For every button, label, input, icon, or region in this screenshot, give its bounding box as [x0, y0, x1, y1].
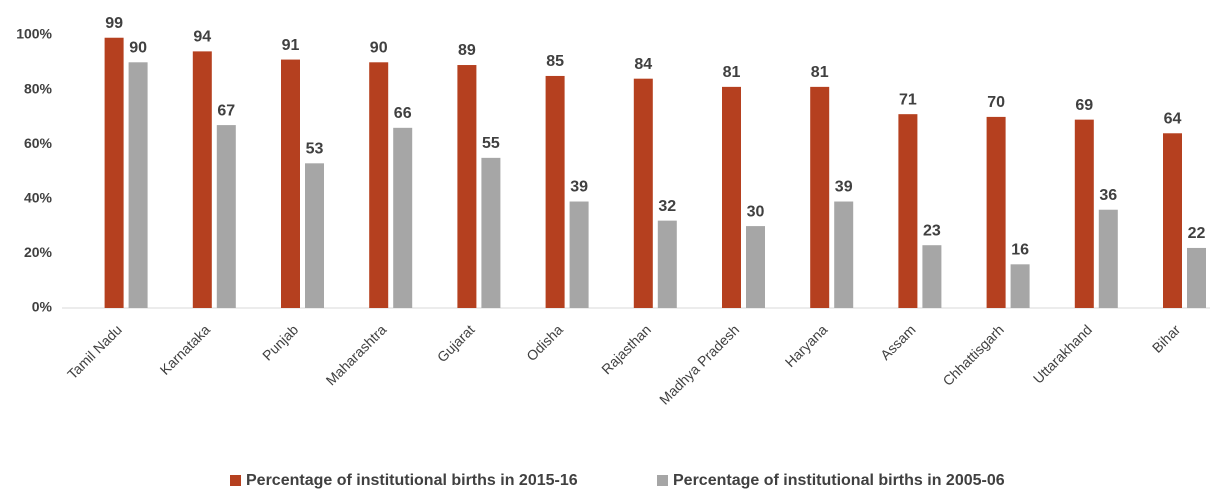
value-label: 39 [570, 179, 588, 196]
bar [128, 62, 148, 308]
y-tick-label: 40% [24, 190, 53, 206]
x-tick-label: Odisha [523, 321, 566, 364]
value-label: 99 [105, 15, 123, 32]
x-tick-label: Punjab [259, 321, 301, 363]
value-label: 32 [658, 198, 676, 215]
y-tick-label: 0% [32, 299, 53, 315]
bar [1187, 247, 1206, 308]
x-tick-label: Karnataka [157, 321, 214, 378]
x-tick-label: Gujarat [434, 321, 478, 365]
value-label: 16 [1011, 242, 1029, 259]
value-label: 90 [129, 40, 147, 57]
bar [481, 157, 501, 308]
value-label: 39 [835, 179, 853, 196]
bar [457, 65, 477, 308]
bar [898, 114, 918, 308]
bar [569, 201, 589, 308]
value-label: 84 [634, 56, 652, 73]
legend-swatch [657, 475, 668, 486]
value-label: 67 [217, 102, 235, 119]
x-tick-label: Rajasthan [598, 321, 654, 377]
value-label: 36 [1099, 187, 1117, 204]
value-label: 91 [282, 37, 300, 54]
bar [545, 75, 565, 308]
value-label: 69 [1075, 97, 1093, 114]
bar [1074, 119, 1094, 308]
bar [216, 125, 236, 308]
bar [281, 59, 300, 308]
value-label: 66 [394, 105, 412, 122]
legend-swatch [230, 475, 241, 486]
y-tick-label: 60% [24, 135, 53, 151]
value-label: 81 [811, 64, 829, 81]
value-label: 70 [987, 94, 1005, 111]
value-label: 23 [923, 222, 941, 239]
bar [104, 37, 124, 308]
y-tick-label: 100% [16, 26, 52, 42]
bar [746, 226, 765, 308]
bar [722, 86, 741, 309]
value-label: 81 [723, 64, 741, 81]
value-label: 85 [546, 53, 564, 70]
bar [305, 163, 324, 308]
bar [657, 220, 677, 308]
legend-label: Percentage of institutional births in 20… [673, 472, 1005, 489]
x-tick-label: Haryana [782, 321, 831, 370]
bar [810, 86, 830, 309]
bar [922, 245, 942, 308]
value-label: 55 [482, 135, 500, 152]
value-label: 94 [193, 29, 211, 46]
bar [834, 201, 854, 308]
bar [986, 116, 1006, 309]
bar [192, 51, 212, 308]
legend-label: Percentage of institutional births in 20… [246, 472, 578, 489]
x-tick-label: Assam [877, 321, 919, 363]
bar [369, 62, 389, 308]
bar [1098, 209, 1118, 308]
x-tick-label: Bihar [1149, 321, 1184, 356]
value-label: 22 [1188, 225, 1206, 242]
x-tick-label: Chhattisgarh [939, 321, 1006, 388]
bar [1163, 133, 1182, 308]
x-tick-label: Uttarakhand [1030, 321, 1095, 386]
value-label: 71 [899, 91, 917, 108]
x-tick-label: Maharashtra [323, 321, 390, 388]
value-label: 89 [458, 42, 476, 59]
y-tick-label: 80% [24, 80, 53, 96]
x-tick-label: Tamil Nadu [64, 321, 125, 382]
bar [633, 78, 653, 309]
value-label: 30 [747, 203, 765, 220]
y-tick-label: 20% [24, 244, 53, 260]
x-tick-label: Madhya Pradesh [656, 321, 742, 407]
value-label: 90 [370, 40, 388, 57]
value-label: 53 [306, 141, 324, 158]
bar [1010, 264, 1030, 308]
value-label: 64 [1164, 110, 1182, 127]
bar [393, 127, 413, 308]
